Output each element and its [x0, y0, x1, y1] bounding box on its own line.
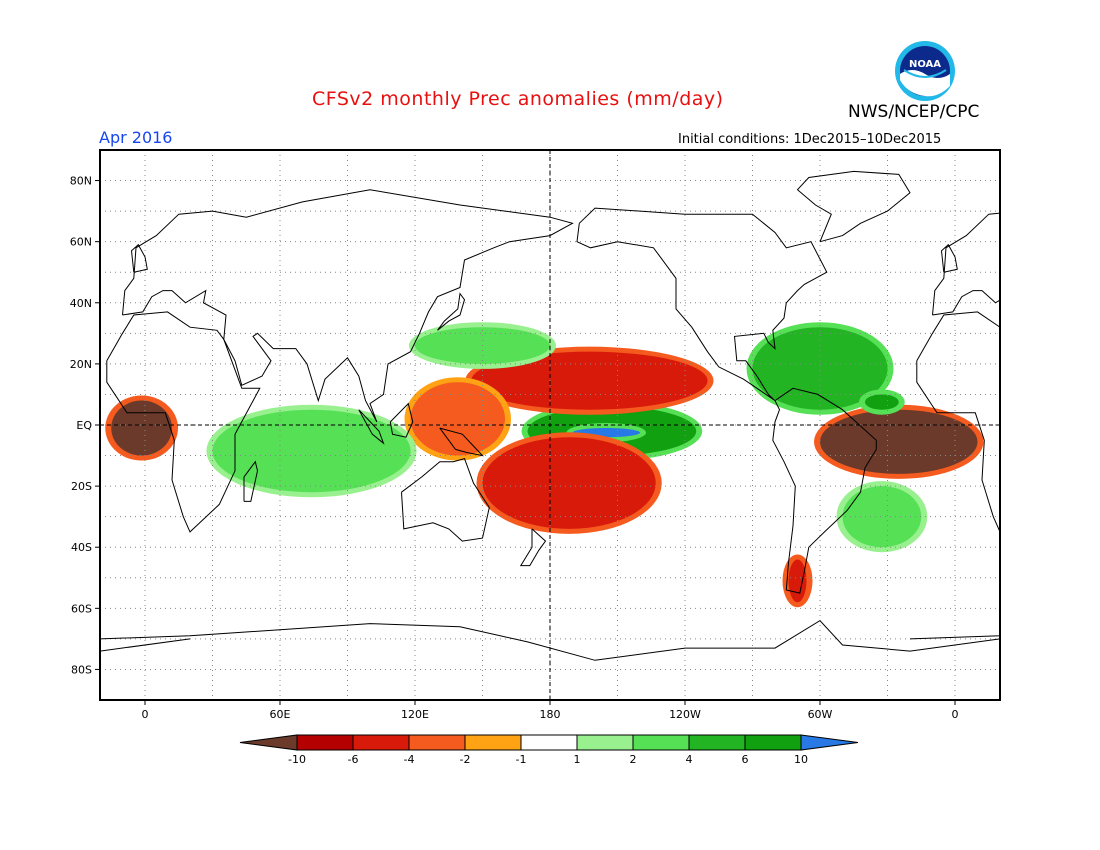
anomaly-dry-maritime-continent [410, 382, 505, 456]
colorbar-swatch [464, 734, 522, 751]
coastline-borneo-indonesia [389, 402, 414, 438]
anomaly-wet-indian-ocean-band [212, 409, 411, 493]
colorbar-swatch [576, 734, 634, 751]
colorbar-label: -1 [516, 753, 527, 766]
coastline-greenland [796, 170, 911, 243]
coastline-africa [106, 311, 261, 533]
coastline-japan [437, 292, 466, 331]
anomaly-dry-north-pacific-itcz-band [471, 351, 708, 410]
colorbar: -10 -6 -4 -2 -1 1 2 4 6 10 [239, 734, 859, 766]
colorbar-label: 1 [574, 753, 581, 766]
y-tick-label: 80S [71, 663, 92, 676]
x-tick-label: 180 [540, 708, 561, 721]
initial-conditions-label: Initial conditions: 1Dec2015–10Dec2015 [678, 132, 942, 147]
colorbar-swatch [632, 734, 690, 751]
y-tick-label: 40S [71, 541, 92, 554]
colorbar-swatch [408, 734, 466, 751]
x-tick-label: 0 [142, 708, 149, 721]
x-tick-label: 0 [952, 708, 959, 721]
coastline-new-zealand [519, 528, 547, 567]
y-tick-label: EQ [76, 419, 92, 432]
coastline-australia [401, 457, 490, 542]
coastline-sumatra [358, 409, 385, 445]
coastline-antarctica [100, 619, 1000, 661]
coastline-north-america [576, 207, 828, 402]
coastline-new-guinea [439, 427, 484, 457]
anomaly-dry-northeast-brazil-atlantic [820, 409, 978, 474]
agency-label: NWS/NCEP/CPC [848, 102, 980, 122]
anomaly-wet-north-of-equator-atlantic [865, 394, 899, 410]
coastline-north-america [0, 208, 17, 401]
colorbar-arrow-high [800, 734, 859, 751]
coastline-south-america [772, 387, 877, 594]
x-tick-label: 60W [808, 708, 833, 721]
anomaly-dry-equatorial-atlantic [111, 400, 172, 456]
colorbar-label: -6 [348, 753, 359, 766]
colorbar-label: 6 [742, 753, 749, 766]
y-tick-label: 60N [70, 236, 92, 249]
colorbar-label: -4 [404, 753, 415, 766]
x-tick-label: 120W [669, 708, 701, 721]
valid-month-label: Apr 2016 [99, 128, 173, 147]
coastline-uk [130, 243, 148, 273]
colorbar-swatch [744, 734, 802, 751]
coastline-uk [940, 243, 958, 273]
x-tick-label: 60E [270, 708, 291, 721]
anomaly-dry-south-pacific-spcz-band [482, 437, 656, 529]
anomaly-wet-south-atlantic [842, 486, 922, 548]
colorbar-swatch [352, 734, 410, 751]
y-tick-label: 20S [71, 480, 92, 493]
coastline-madagascar [243, 460, 259, 502]
svg-text:NOAA: NOAA [909, 59, 941, 70]
colorbar-label: 2 [630, 753, 637, 766]
colorbar-arrow-low [239, 734, 298, 751]
anomaly-wet-caribbean-north-atlantic [752, 327, 888, 410]
colorbar-label: 10 [794, 753, 808, 766]
anomaly-dry-southern-south-america [788, 559, 807, 603]
coastline-africa [916, 311, 1000, 533]
y-tick-label: 60S [71, 602, 92, 615]
y-tick-label: 40N [70, 297, 92, 310]
colorbar-swatch [296, 734, 354, 751]
colorbar-label: -10 [288, 753, 306, 766]
y-tick-label: 20N [70, 358, 92, 371]
noaa-logo: NOAA [895, 41, 955, 101]
colorbar-label: 4 [686, 753, 693, 766]
colorbar-label: -2 [460, 753, 471, 766]
chart-title: CFSv2 monthly Prec anomalies (mm/day) [312, 88, 724, 110]
colorbar-swatch [688, 734, 746, 751]
coastline-south-america [0, 388, 66, 593]
coastline-europe-asia [122, 189, 574, 423]
coastline-madagascar [1054, 462, 1068, 502]
colorbar-swatch [520, 734, 578, 751]
y-tick-label: 80N [70, 175, 92, 188]
x-tick-label: 120E [401, 708, 429, 721]
